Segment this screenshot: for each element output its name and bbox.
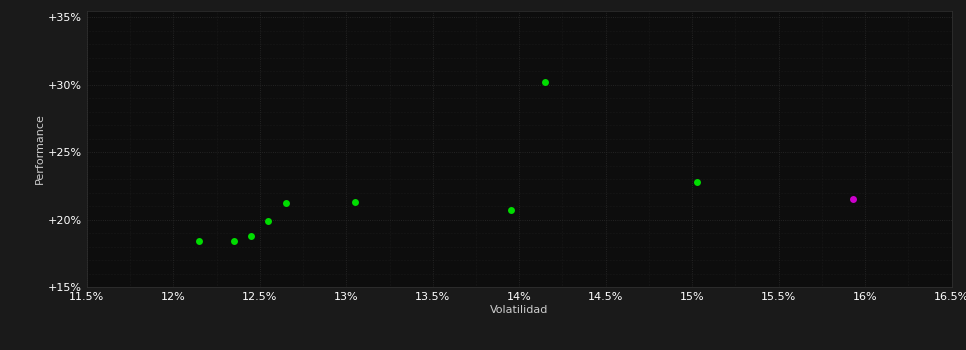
Point [690, 179, 705, 184]
Point [537, 79, 553, 85]
Point [278, 201, 294, 206]
Point [226, 238, 242, 244]
Point [261, 218, 276, 224]
Point [191, 238, 207, 244]
Point [243, 233, 259, 239]
Point [347, 199, 362, 205]
Point [845, 197, 861, 202]
Y-axis label: Performance: Performance [35, 113, 45, 184]
Point [503, 207, 519, 213]
X-axis label: Volatilidad: Volatilidad [490, 304, 549, 315]
